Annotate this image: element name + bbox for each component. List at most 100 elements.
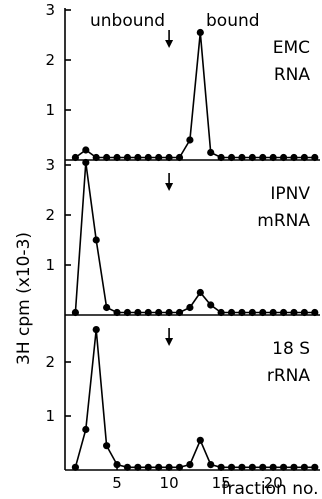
data-point xyxy=(71,463,80,471)
data-point xyxy=(186,136,194,144)
data-point xyxy=(71,153,80,162)
data-point xyxy=(279,308,288,317)
arrow-head xyxy=(165,40,174,48)
y-tick-label: 1 xyxy=(45,101,55,119)
panel-label: rRNA xyxy=(267,366,311,386)
data-point xyxy=(155,308,163,317)
x-tick-label: 10 xyxy=(160,474,179,492)
data-point xyxy=(290,153,298,162)
data-point xyxy=(311,308,319,317)
data-point xyxy=(227,463,236,471)
data-point xyxy=(144,153,152,162)
data-point xyxy=(311,153,319,162)
panel-label: mRNA xyxy=(257,211,310,231)
data-point xyxy=(290,463,298,471)
data-point xyxy=(92,326,100,334)
y-tick-label: 3 xyxy=(45,156,55,174)
data-point xyxy=(123,308,132,317)
data-point xyxy=(113,308,121,317)
data-point xyxy=(165,153,173,162)
axes-frame xyxy=(64,8,320,471)
y-axis-label: 3H cpm (x10-3) xyxy=(14,232,34,365)
data-point xyxy=(300,153,308,162)
data-point xyxy=(207,461,215,469)
data-point xyxy=(123,463,132,471)
data-point xyxy=(300,308,308,317)
panel-3: 1 2 18 S rRNA xyxy=(45,326,319,471)
data-point xyxy=(279,153,288,162)
panel-label: RNA xyxy=(274,65,311,85)
header-bound-label: bound xyxy=(206,11,260,31)
data-point xyxy=(227,153,236,162)
data-point xyxy=(196,288,204,297)
data-point xyxy=(248,153,256,162)
data-point xyxy=(175,463,184,471)
header-unbound-label: unbound xyxy=(90,11,165,31)
y-tick-label: 1 xyxy=(45,256,55,274)
y-tick-label: 3 xyxy=(45,1,55,19)
data-point xyxy=(259,153,267,162)
data-point xyxy=(134,153,142,162)
data-point xyxy=(155,463,163,471)
x-tick-label: 15 xyxy=(212,474,231,492)
data-point xyxy=(248,308,256,317)
data-point xyxy=(259,308,267,317)
data-point xyxy=(186,461,194,469)
data-point xyxy=(207,301,215,309)
data-point xyxy=(238,308,246,317)
data-point xyxy=(207,148,215,157)
data-point xyxy=(144,308,152,317)
data-point xyxy=(134,463,142,471)
y-tick-label: 2 xyxy=(45,51,55,69)
data-point xyxy=(92,153,100,162)
data-point xyxy=(123,153,132,162)
data-point xyxy=(269,153,277,162)
y-tick-label: 2 xyxy=(45,206,55,224)
panel-label: 18 S xyxy=(272,339,310,359)
data-point xyxy=(144,463,152,471)
panel-label: IPNV xyxy=(270,184,310,204)
data-point xyxy=(217,308,225,317)
data-point xyxy=(238,153,246,162)
x-tick-label: 5 xyxy=(112,474,122,492)
data-point xyxy=(300,463,308,471)
data-point xyxy=(175,153,184,162)
y-tick-label: 1 xyxy=(45,407,55,425)
data-point xyxy=(217,153,225,162)
panels: 1 2 3 EMC RNA 1 2 3 IPNV mRNA 1 2 18 S rRNA xyxy=(45,1,320,471)
data-point xyxy=(165,308,173,317)
x-tick-labels: 5 10 15 20 xyxy=(112,464,283,492)
data-point xyxy=(186,303,194,312)
x-tick-label: 20 xyxy=(264,474,283,492)
data-point xyxy=(248,463,256,471)
data-point xyxy=(92,236,100,244)
data-point xyxy=(82,425,90,434)
y-tick-label: 2 xyxy=(45,353,55,371)
data-point xyxy=(175,308,184,317)
data-point xyxy=(196,436,204,444)
data-point xyxy=(103,153,111,162)
data-point xyxy=(279,463,288,471)
x-axis-label: fraction no. xyxy=(222,479,319,499)
data-point xyxy=(196,28,204,37)
panel-1: 1 2 3 EMC RNA xyxy=(45,1,320,162)
panel-label: EMC xyxy=(273,38,310,58)
data-point xyxy=(259,463,267,471)
data-point xyxy=(269,308,277,317)
data-point xyxy=(311,463,319,471)
data-point xyxy=(113,153,121,162)
data-point xyxy=(82,146,90,154)
data-point xyxy=(103,303,111,312)
arrow-head xyxy=(165,183,174,191)
data-point xyxy=(134,308,142,317)
arrow-head xyxy=(165,338,174,346)
data-point xyxy=(103,442,111,450)
panel-2: 1 2 3 IPNV mRNA xyxy=(45,156,320,317)
data-point xyxy=(227,308,236,317)
data-point xyxy=(155,153,163,162)
data-point xyxy=(71,308,80,317)
data-point xyxy=(82,158,90,167)
data-point xyxy=(238,463,246,471)
data-point xyxy=(290,308,298,317)
